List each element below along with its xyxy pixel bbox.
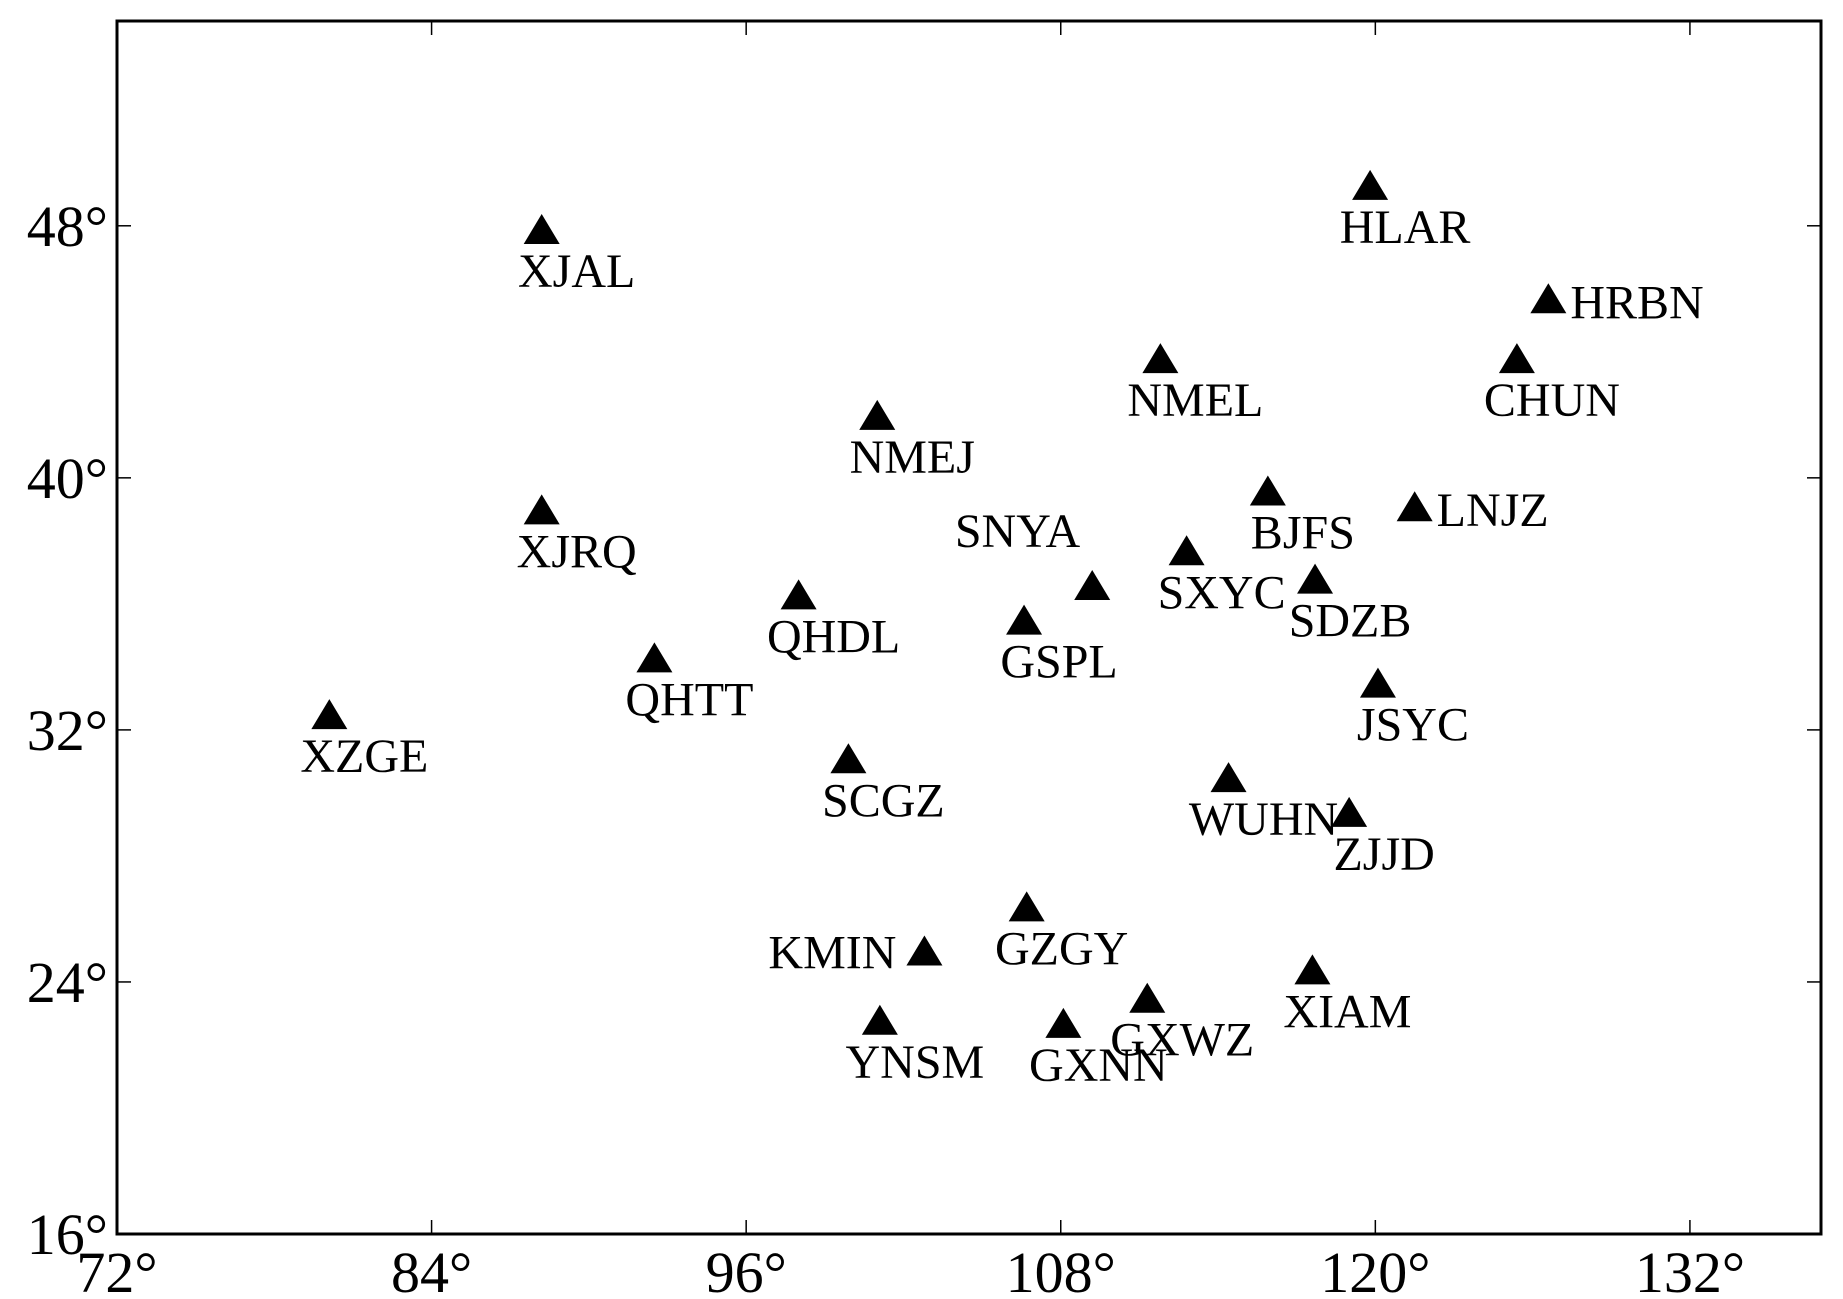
station-label: SCGZ <box>822 774 945 827</box>
station-label: HRBN <box>1570 276 1703 329</box>
station-marker <box>1331 796 1368 827</box>
x-tick-label: 96° <box>706 1240 787 1299</box>
station-label: SXYC <box>1158 566 1286 619</box>
station-marker <box>859 399 896 430</box>
station-jsyc: JSYC <box>1357 667 1469 752</box>
station-scgz: SCGZ <box>822 743 945 827</box>
station-label: BJFS <box>1251 506 1355 559</box>
station-hlar: HLAR <box>1340 169 1471 254</box>
station-marker <box>1210 762 1247 793</box>
station-label: SDZB <box>1289 595 1412 648</box>
station-marker <box>780 579 817 610</box>
station-marker <box>1352 169 1389 200</box>
x-tick-label: 108° <box>1006 1240 1116 1299</box>
station-marker <box>523 213 560 244</box>
y-tick-label: 16° <box>27 1202 108 1267</box>
station-label: KMIN <box>768 926 896 979</box>
station-gxnn: GXNN <box>1029 1007 1168 1092</box>
station-marker <box>906 935 943 966</box>
station-marker <box>830 743 867 774</box>
station-sdzb: SDZB <box>1289 563 1412 648</box>
station-xzge: XZGE <box>300 699 428 783</box>
station-marker <box>1074 569 1111 600</box>
station-label: XIAM <box>1283 985 1411 1038</box>
x-tick-label: 72° <box>76 1240 157 1299</box>
station-marker <box>1045 1007 1082 1038</box>
station-label: NMEJ <box>850 431 975 484</box>
station-label: CHUN <box>1484 374 1620 427</box>
station-label: QHDL <box>767 610 900 663</box>
map-frame <box>115 19 1823 1236</box>
y-tick-label: 24° <box>27 950 108 1015</box>
station-marker <box>1008 891 1045 922</box>
station-label: XZGE <box>300 730 428 783</box>
station-label: XJAL <box>518 245 635 298</box>
station-label: GZGY <box>995 922 1128 975</box>
station-marker <box>1129 982 1166 1013</box>
station-nmel: NMEL <box>1127 343 1263 427</box>
station-label: GSPL <box>1000 636 1117 689</box>
station-gxwz: GXWZ <box>1110 982 1254 1067</box>
station-label: WUHN <box>1189 793 1338 846</box>
y-tick-label: 32° <box>27 698 108 763</box>
station-chun: CHUN <box>1484 343 1620 427</box>
station-label: ZJJD <box>1333 828 1434 881</box>
station-marker <box>636 642 673 673</box>
station-nmej: NMEJ <box>850 399 975 484</box>
station-marker <box>1168 535 1205 566</box>
station-qhdl: QHDL <box>767 579 900 663</box>
stations: XJAL HLAR HRBN CHUN NMEL NMEJ XJRQ BJFS LNJZ SNYA… <box>300 169 1704 1092</box>
station-marker <box>1530 283 1567 314</box>
station-snya: SNYA <box>955 505 1111 600</box>
station-sxyc: SXYC <box>1158 535 1286 619</box>
station-qhtt: QHTT <box>625 642 753 726</box>
station-kmin: KMIN <box>768 926 943 979</box>
station-label: QHTT <box>625 673 753 726</box>
station-marker <box>1249 475 1286 506</box>
station-marker <box>1294 954 1331 985</box>
station-ynsm: YNSM <box>846 1004 985 1089</box>
station-label: SNYA <box>955 505 1081 558</box>
station-xjal: XJAL <box>518 213 635 298</box>
station-label: JSYC <box>1357 699 1469 752</box>
station-marker <box>1006 604 1043 635</box>
station-gzgy: GZGY <box>995 891 1128 975</box>
x-tick-label: 120° <box>1320 1240 1430 1299</box>
station-marker <box>861 1004 898 1035</box>
station-gspl: GSPL <box>1000 604 1118 689</box>
station-label: LNJZ <box>1437 484 1549 537</box>
station-marker <box>311 699 348 730</box>
station-bjfs: BJFS <box>1249 475 1355 559</box>
station-lnjz: LNJZ <box>1396 484 1549 537</box>
station-marker <box>1142 343 1179 374</box>
station-label: GXWZ <box>1110 1014 1254 1067</box>
y-tick-label: 48° <box>27 194 108 259</box>
station-marker <box>1359 667 1396 698</box>
station-marker <box>1498 343 1535 374</box>
station-marker <box>523 494 560 525</box>
x-tick-label: 84° <box>391 1240 472 1299</box>
station-label: GXNN <box>1029 1039 1168 1092</box>
station-zjjd: ZJJD <box>1331 796 1435 881</box>
station-xiam: XIAM <box>1283 954 1411 1038</box>
station-marker <box>1297 563 1334 594</box>
x-tick-label: 132° <box>1635 1240 1745 1299</box>
station-marker <box>1396 491 1433 522</box>
axis-tick-labels: 72° 84° 96° 108° 120° 132° 16° 24° 32° 40° 48° <box>27 194 1745 1299</box>
station-hrbn: HRBN <box>1530 276 1704 329</box>
station-xjrq: XJRQ <box>517 494 637 578</box>
station-label: HLAR <box>1340 201 1471 254</box>
station-label: NMEL <box>1127 374 1263 427</box>
station-label: YNSM <box>846 1036 985 1089</box>
axis-ticks <box>116 21 1821 1235</box>
y-tick-label: 40° <box>27 446 108 511</box>
station-wuhn: WUHN <box>1189 762 1338 846</box>
station-label: XJRQ <box>517 525 637 578</box>
